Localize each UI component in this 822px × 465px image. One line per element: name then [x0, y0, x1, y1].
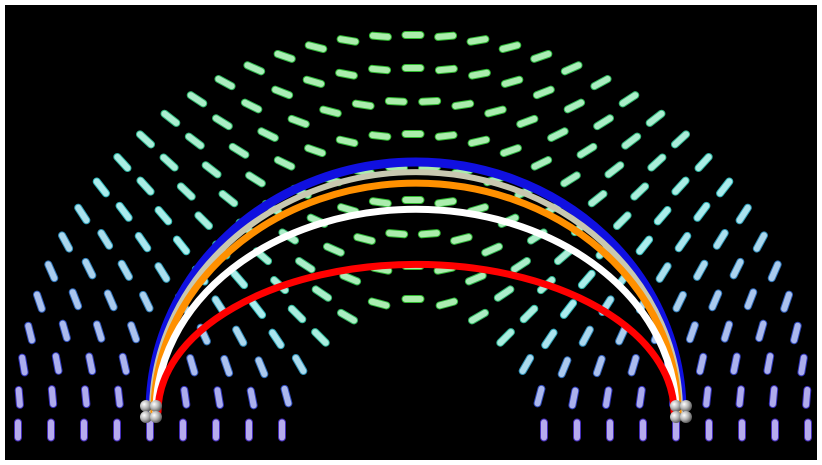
- sphere: [150, 400, 162, 412]
- field-dash: [213, 419, 220, 441]
- field-dash: [15, 386, 24, 408]
- field-dash: [385, 97, 407, 105]
- field-dash: [772, 419, 779, 441]
- field-dash: [279, 419, 286, 441]
- field-dash: [246, 419, 253, 441]
- field-dash: [706, 419, 713, 441]
- field-dash: [607, 419, 614, 441]
- field-dash: [434, 32, 456, 41]
- sphere: [680, 411, 692, 423]
- sphere: [680, 400, 692, 412]
- field-dash: [81, 419, 88, 441]
- field-dash: [418, 229, 440, 238]
- field-dash: [48, 419, 55, 441]
- field-dash: [81, 385, 90, 408]
- field-dash: [180, 419, 187, 441]
- field-dash: [769, 385, 778, 408]
- field-dash: [402, 197, 424, 204]
- visualization: [0, 0, 822, 465]
- field-dash: [435, 65, 458, 74]
- background: [5, 5, 817, 460]
- field-dash: [805, 419, 812, 441]
- field-dash: [402, 131, 424, 138]
- page: (() => { const data = JSON.parse(documen…: [0, 0, 822, 465]
- field-dash: [385, 229, 407, 238]
- field-dash: [368, 65, 391, 74]
- field-dash: [15, 419, 22, 441]
- field-dash: [802, 386, 811, 408]
- field-dash: [402, 296, 424, 303]
- field-dash: [369, 32, 391, 41]
- field-dash: [739, 419, 746, 441]
- field-dash: [419, 97, 441, 105]
- field-dash: [541, 419, 548, 441]
- field-dash: [736, 385, 745, 408]
- field-dash: [640, 419, 647, 441]
- field-dash: [48, 385, 57, 408]
- field-dash: [402, 65, 424, 72]
- sphere: [150, 411, 162, 423]
- field-dash: [402, 32, 424, 39]
- field-dash: [114, 419, 121, 441]
- field-dash: [574, 419, 581, 441]
